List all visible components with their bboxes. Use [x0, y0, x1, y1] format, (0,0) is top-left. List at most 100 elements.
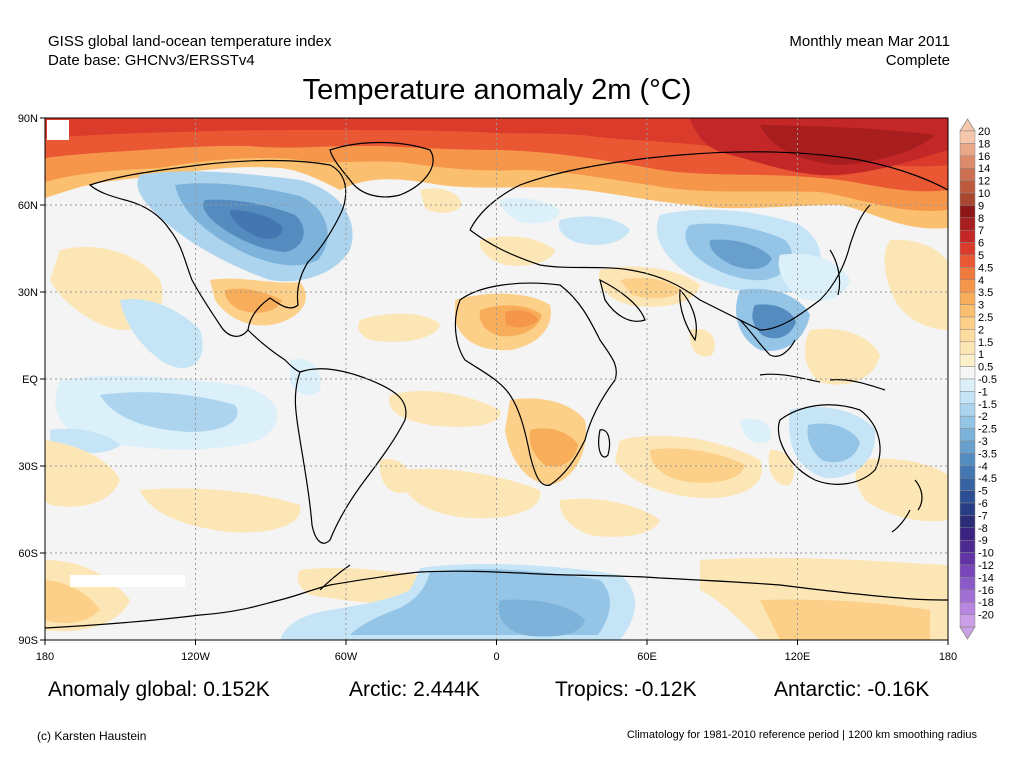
credit: (c) Karsten Haustein — [37, 729, 147, 743]
colorbar-label: -3 — [978, 436, 988, 448]
colorbar-label: -18 — [978, 597, 994, 609]
colorbar-swatch — [959, 279, 976, 293]
colorbar-label: -4 — [978, 461, 988, 473]
colorbar-label: 5 — [978, 250, 984, 262]
colorbar-label: -2.5 — [978, 424, 997, 436]
colorbar-swatch — [959, 564, 976, 578]
colorbar-swatch — [959, 378, 976, 392]
longitude-axis: 180 120W 60W 0 60E 120E 180 — [36, 640, 957, 663]
colorbar-swatch — [959, 304, 976, 318]
colorbar-swatch — [959, 415, 976, 429]
colorbar-swatch — [959, 465, 976, 479]
coastlines — [45, 141, 948, 629]
latitude-axis: 90N 60N 30N EQ 30S 60S 90S — [18, 113, 45, 647]
colorbar-swatch — [959, 167, 976, 181]
colorbar-swatch — [959, 552, 976, 566]
colorbar-label: 14 — [978, 163, 990, 175]
colorbar-label: -6 — [978, 498, 988, 510]
lat-label: 90N — [18, 113, 38, 125]
lon-label: 60W — [335, 651, 358, 663]
colorbar-swatch — [959, 589, 976, 603]
colorbar-label: -1 — [978, 386, 988, 398]
colorbar-swatch — [959, 403, 976, 417]
lat-label: 60S — [18, 548, 38, 560]
colorbar-label: -0.5 — [978, 374, 997, 386]
colorbar-label: 1 — [978, 349, 984, 361]
colorbar-swatch — [959, 229, 976, 243]
lon-label: 120W — [181, 651, 210, 663]
lon-label: 180 — [36, 651, 54, 663]
arctic-anomaly: Arctic: 2.444K — [349, 678, 480, 701]
colorbar-swatch — [959, 267, 976, 281]
completeness-label: Complete — [885, 52, 950, 69]
colorbar-swatch — [959, 254, 976, 268]
colorbar-swatch — [959, 180, 976, 194]
colorbar-label: 4.5 — [978, 262, 993, 274]
graticule — [45, 118, 948, 640]
colorbar-label: 12 — [978, 176, 990, 188]
colorbar-label: -2 — [978, 411, 988, 423]
colorbar-label: -4.5 — [978, 473, 997, 485]
global-anomaly: Anomaly global: 0.152K — [48, 678, 270, 701]
colorbar-swatch — [959, 353, 976, 367]
colorbar-label: -8 — [978, 523, 988, 535]
lat-label: 30N — [18, 287, 38, 299]
colorbar-swatch — [959, 490, 976, 504]
colorbar-label: -10 — [978, 548, 994, 560]
colorbar-label: 9 — [978, 200, 984, 212]
index-name: GISS global land-ocean temperature index — [48, 33, 332, 50]
colorbar-label: 4 — [978, 275, 984, 287]
colorbar-swatch — [959, 316, 976, 330]
colorbar-swatch — [959, 192, 976, 206]
colorbar-top-arrow — [959, 118, 976, 132]
colorbar-swatch — [959, 391, 976, 405]
lat-label: 60N — [18, 200, 38, 212]
lon-label: 0 — [493, 651, 499, 663]
map-title: Temperature anomaly 2m (°C) — [302, 74, 692, 106]
colorbar-swatch — [959, 614, 976, 628]
colorbar-bottom-arrow — [959, 626, 976, 640]
colorbar-label: 1.5 — [978, 337, 993, 349]
colorbar-label: 8 — [978, 213, 984, 225]
data-base: Date base: GHCNv3/ERSSTv4 — [48, 52, 255, 69]
colorbar-swatch — [959, 539, 976, 553]
antarctic-anomaly: Antarctic: -0.16K — [774, 678, 930, 701]
colorbar-swatch — [959, 527, 976, 541]
lon-label: 180 — [939, 651, 957, 663]
colorbar-label: 18 — [978, 138, 990, 150]
lat-label: EQ — [22, 374, 38, 386]
colorbar-swatch — [959, 341, 976, 355]
colorbar-label: 0.5 — [978, 362, 993, 374]
colorbar-label: 10 — [978, 188, 990, 200]
climatology-note: Climatology for 1981-2010 reference peri… — [626, 729, 977, 741]
colorbar-label: -20 — [978, 610, 994, 622]
lon-label: 120E — [785, 651, 811, 663]
colorbar-label: -5 — [978, 486, 988, 498]
colorbar-swatch — [959, 155, 976, 169]
colorbar-swatch — [959, 515, 976, 529]
colorbar-label: -14 — [978, 572, 994, 584]
colorbar-label: 20 — [978, 126, 990, 138]
colorbar-label: 3.5 — [978, 287, 993, 299]
colorbar-swatch — [959, 601, 976, 615]
colorbar-swatch — [959, 428, 976, 442]
lat-label: 90S — [18, 635, 38, 647]
colorbar-swatch — [959, 291, 976, 305]
colorbar-swatch — [959, 130, 976, 144]
colorbar-label: -3.5 — [978, 448, 997, 460]
lon-label: 60E — [637, 651, 657, 663]
colorbar-label: -16 — [978, 585, 994, 597]
colorbar-swatch — [959, 477, 976, 491]
colorbar-label: 6 — [978, 238, 984, 250]
tropics-anomaly: Tropics: -0.12K — [555, 678, 697, 701]
lat-label: 30S — [18, 461, 38, 473]
colorbar-label: 2 — [978, 324, 984, 336]
colorbar-label: -9 — [978, 535, 988, 547]
colorbar-label: 16 — [978, 151, 990, 163]
colorbar-label: -1.5 — [978, 399, 997, 411]
colorbar-swatch — [959, 242, 976, 256]
colorbar-swatch — [959, 143, 976, 157]
colorbar-swatch — [959, 440, 976, 454]
colorbar-label: -7 — [978, 510, 988, 522]
